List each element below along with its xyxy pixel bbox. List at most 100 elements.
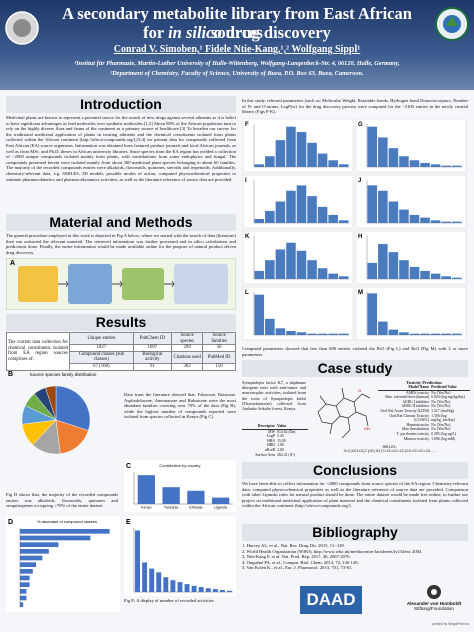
section-heading: Bibliography bbox=[242, 524, 468, 541]
bar bbox=[430, 273, 441, 279]
paragraph: Data from the literature showed that, Fa… bbox=[124, 392, 236, 420]
bar bbox=[191, 585, 197, 592]
table-row: AMES toxicity No (Yes/No) bbox=[378, 390, 470, 395]
bar bbox=[307, 196, 317, 223]
workflow-diagram: A bbox=[6, 258, 236, 310]
figure-label: D bbox=[8, 519, 13, 526]
table-header: Value bbox=[276, 424, 308, 430]
bar bbox=[420, 162, 430, 167]
table-value: 302 bbox=[171, 362, 204, 371]
panel-label: K bbox=[245, 234, 250, 240]
table-value: 150 bbox=[202, 362, 236, 371]
table-key: Minnow toxicity bbox=[403, 436, 430, 441]
paragraph: Synaptolepis factor K7, a daphnane diter… bbox=[242, 380, 306, 412]
reference: 4. Onguéné PA, et al., Comput. Biol. Che… bbox=[242, 559, 359, 565]
bar bbox=[388, 201, 399, 223]
bar bbox=[441, 165, 451, 167]
figure-label: A bbox=[10, 260, 15, 267]
table-value: 262.41 (Å²) bbox=[277, 452, 295, 457]
table-key: hERG II inhibitor bbox=[402, 404, 430, 409]
bar bbox=[20, 535, 91, 541]
smiles-label: SMILES: bbox=[382, 446, 398, 450]
bar bbox=[163, 577, 169, 592]
bar bbox=[328, 160, 338, 167]
bar bbox=[338, 164, 349, 167]
bar bbox=[226, 590, 232, 592]
bar bbox=[409, 160, 420, 167]
bar bbox=[367, 262, 378, 279]
bar bbox=[20, 589, 27, 594]
bar bbox=[275, 201, 286, 223]
bar bbox=[328, 214, 338, 223]
table-value: 56 bbox=[202, 344, 236, 352]
table-value: No (Yes/No) bbox=[431, 422, 451, 427]
bar bbox=[430, 164, 441, 167]
bar bbox=[20, 602, 24, 607]
title-part: in silico bbox=[168, 23, 222, 42]
table-value: 1.317 (mol/kg) bbox=[431, 408, 454, 413]
bar bbox=[198, 587, 204, 592]
svg-text:O: O bbox=[358, 388, 361, 393]
bar bbox=[399, 260, 409, 279]
bar bbox=[451, 333, 462, 335]
bar bbox=[399, 209, 409, 223]
reference-list: 1. Harvey AL, et al., Nat. Rev. Drug Dis… bbox=[242, 543, 468, 571]
row-label: The current data collection for chemical… bbox=[6, 332, 70, 371]
bar bbox=[420, 333, 430, 335]
table-row: MW 614.62 (Da) bbox=[242, 429, 308, 434]
humboldt-logo: Alexander von Humboldt Stiftung/Foundati… bbox=[400, 584, 468, 611]
bar bbox=[20, 549, 49, 554]
histogram-grid: F G I J K H L M bbox=[242, 118, 467, 341]
table-header: Source families bbox=[202, 331, 236, 346]
bar bbox=[451, 277, 462, 279]
table-row: nRotB 2.00 bbox=[242, 448, 308, 453]
bar bbox=[430, 220, 441, 223]
table-row: HBA 15.00 bbox=[242, 439, 308, 444]
bar bbox=[388, 329, 399, 335]
panel-label: G bbox=[358, 122, 363, 128]
bar bbox=[378, 137, 388, 167]
reference: 1. Harvey AL, et al., Nat. Rev. Drug Dis… bbox=[242, 543, 345, 548]
table-row: Hepatotoxicity No (Yes/No) bbox=[378, 423, 470, 428]
bar bbox=[254, 218, 265, 223]
bar bbox=[441, 276, 451, 279]
bar bbox=[286, 330, 296, 335]
table-row: Max. tolerated dose (human) 0.024 (log mg… bbox=[378, 395, 470, 400]
pie-slice bbox=[55, 385, 91, 431]
bar bbox=[409, 333, 420, 335]
section-heading: Conclusions bbox=[242, 462, 468, 479]
table-value: No (Yes/No) bbox=[431, 399, 451, 404]
bar bbox=[205, 588, 211, 592]
bar bbox=[367, 293, 378, 335]
chart-title: Contribution by country bbox=[159, 463, 200, 468]
bar bbox=[286, 190, 296, 223]
paragraph: The general procedure employed in this w… bbox=[6, 233, 236, 255]
table-row: Compound classes (sub classes) Biological… bbox=[7, 350, 236, 364]
affiliation: ¹Institut für Pharmazie, Martin-Luther U… bbox=[74, 60, 400, 67]
bar bbox=[170, 580, 176, 592]
humboldt-text: Stiftung/Foundation bbox=[414, 606, 454, 611]
table-row: Oral Rat Chronic Toxicity (LOAEL) 1.356 (… bbox=[378, 414, 470, 423]
right-logo bbox=[435, 7, 469, 41]
bar bbox=[142, 562, 148, 592]
table-key: MW bbox=[268, 429, 276, 434]
bar bbox=[20, 582, 30, 587]
reference: 3. Ntie-Kang F, et al. Nat. Prod. Rep. 2… bbox=[242, 554, 351, 560]
bar bbox=[367, 185, 378, 223]
table-row: hERG I inhibitor No (Yes/No) bbox=[378, 400, 470, 405]
reference: 2. World Health Organization (WHO). http… bbox=[242, 548, 422, 554]
bar bbox=[307, 333, 317, 335]
bar bbox=[20, 529, 110, 534]
table-value: 5.43 bbox=[277, 434, 284, 439]
table-row: Minnow toxicity 1.696 (log mM) bbox=[378, 437, 470, 442]
panel-label: I bbox=[245, 178, 247, 184]
table-row: Descriptor Value bbox=[242, 424, 308, 430]
table-row: LogP 5.43 bbox=[242, 434, 308, 439]
bar bbox=[219, 590, 225, 592]
bar bbox=[275, 140, 286, 167]
bar bbox=[137, 475, 156, 504]
svg-text:OH: OH bbox=[364, 426, 370, 431]
table-row: Surface Area 262.41 (Å²) bbox=[242, 453, 308, 458]
results-table: The current data collection for chemical… bbox=[6, 331, 236, 371]
